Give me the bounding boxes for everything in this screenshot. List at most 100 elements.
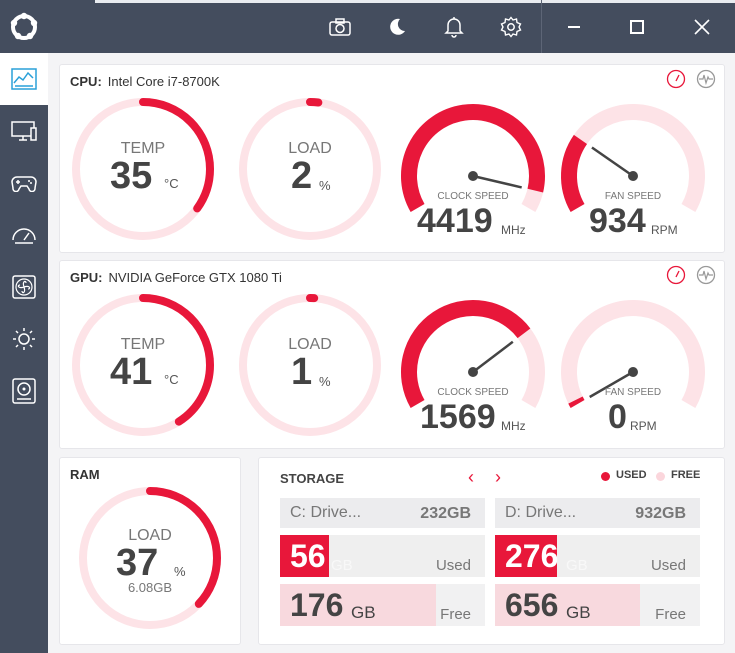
cpu-load-ring <box>239 98 381 240</box>
gpu-clock-label: CLOCK SPEED <box>437 387 509 398</box>
speedometer-icon[interactable] <box>666 69 686 89</box>
gpu-clock-gauge-fill <box>401 300 531 408</box>
cpu-load-label: LOAD <box>288 140 332 157</box>
sidebar-item-speed[interactable] <box>0 209 48 261</box>
moon-icon[interactable] <box>380 10 414 44</box>
drive-d-used-value: 276 <box>505 538 559 574</box>
cpu-title: CPU: Intel Core i7-8700K <box>70 74 220 89</box>
ram-load-ring <box>79 487 221 629</box>
cpu-fan-unit: RPM <box>651 223 678 237</box>
gpu-prefix: GPU: <box>70 270 103 285</box>
drive-c-used-bar: 56 GB Used <box>280 535 485 577</box>
cpu-load-ring-fill <box>239 98 381 240</box>
gpu-temp-unit: °C <box>164 372 179 387</box>
ram-load-ring-fill <box>79 487 221 629</box>
prev-arrow-icon[interactable]: ‹ <box>468 467 474 487</box>
ram-load-label: LOAD <box>128 527 172 544</box>
cpu-prefix: CPU: <box>70 74 102 89</box>
pulse-icon[interactable] <box>696 265 716 285</box>
drive-c-header[interactable]: C: Drive... 232GB <box>280 498 485 528</box>
gpu-fan-gauge-fill <box>568 396 585 408</box>
cpu-load-unit: % <box>319 178 331 193</box>
ram-title: RAM <box>70 467 106 482</box>
gpu-load-value: 1 <box>291 351 313 393</box>
gpu-load-ring <box>239 294 381 436</box>
cpu-fan-gauge-fill <box>561 134 588 212</box>
drive-c-free-value: 176 <box>290 587 344 623</box>
ram-card: RAM LOAD 37 % 6.08GB <box>59 457 241 645</box>
cpu-name: Intel Core i7-8700K <box>107 74 220 89</box>
storage-card: STORAGE ‹ › USED FREE C: Drive... 232GB … <box>258 457 725 645</box>
cpu-fan-gauge <box>561 104 705 212</box>
logo-icon[interactable] <box>0 0 48 53</box>
title-bar <box>0 0 735 53</box>
pulse-icon[interactable] <box>696 69 716 89</box>
ram-title-text: RAM <box>70 467 100 482</box>
cpu-clock-needle <box>472 174 522 189</box>
gpu-clock-value: 1569 <box>420 398 496 436</box>
gpu-load-unit: % <box>319 374 331 389</box>
cpu-card: CPU: Intel Core i7-8700K TEMP 35 °C LOAD … <box>59 64 725 253</box>
drive-c-used-unit: GB <box>331 557 353 574</box>
sidebar-item-monitor[interactable] <box>0 105 48 157</box>
cpu-clock-gauge <box>401 104 545 212</box>
gpu-temp-label: TEMP <box>120 336 166 353</box>
sidebar-item-gaming[interactable] <box>0 157 48 209</box>
cpu-fan-label: FAN SPEED <box>604 191 662 202</box>
gear-icon[interactable] <box>494 10 528 44</box>
sidebar-item-storage[interactable] <box>0 365 48 417</box>
cpu-clock-value: 4419 <box>417 202 493 240</box>
drive-c-size: 232GB <box>420 505 471 522</box>
drive-d-free-bar: 656 GB Free <box>495 584 700 626</box>
cpu-fan-value: 934 <box>589 202 646 240</box>
drive-d-used-fill <box>495 535 557 577</box>
gpu-clock-gauge <box>401 300 545 408</box>
gpu-card: GPU: NVIDIA GeForce GTX 1080 Ti TEMP 41 °… <box>59 260 725 449</box>
sidebar-item-fans[interactable] <box>0 261 48 313</box>
sidebar-item-brightness[interactable] <box>0 313 48 365</box>
sidebar <box>0 53 48 653</box>
cpu-temp-ring-fill <box>72 98 214 240</box>
gpu-fan-label: FAN SPEED <box>604 387 662 398</box>
next-arrow-icon[interactable]: › <box>495 467 501 487</box>
ram-load-value: 37 <box>116 542 159 584</box>
gpu-clock-needle <box>472 340 514 373</box>
cpu-temp-unit: °C <box>164 176 179 191</box>
free-legend-label: FREE <box>671 469 701 481</box>
camera-icon[interactable] <box>323 10 357 44</box>
drive-d-name: D: Drive... <box>505 504 577 521</box>
gpu-fan-needle <box>589 370 634 399</box>
drive-c-free-unit: GB <box>351 603 376 622</box>
title-bar-separator <box>541 0 542 53</box>
drive-d-header[interactable]: D: Drive... 932GB <box>495 498 700 528</box>
gpu-temp-value: 41 <box>110 351 153 393</box>
fan-icon <box>12 275 36 299</box>
drive-c-free-bar: 176 GB Free <box>280 584 485 626</box>
cpu-temp-label: TEMP <box>120 140 166 157</box>
used-legend-dot <box>601 472 610 481</box>
gpu-clock-unit: MHz <box>501 419 526 433</box>
maximize-icon[interactable] <box>620 10 654 44</box>
drive-d-used-word: Used <box>650 557 686 574</box>
disk-icon <box>12 378 36 404</box>
dashboard-icon <box>11 68 37 90</box>
cpu-clock-unit: MHz <box>501 223 526 237</box>
gpu-load-label: LOAD <box>288 336 332 353</box>
gamepad-icon <box>11 176 37 192</box>
drive-d-free-fill <box>495 584 640 626</box>
drive-d-used-unit: GB <box>566 557 588 574</box>
speedometer-icon[interactable] <box>666 265 686 285</box>
storage-title: STORAGE <box>280 471 345 486</box>
close-icon[interactable] <box>685 10 719 44</box>
drive-d-size: 932GB <box>635 505 686 522</box>
sidebar-item-dashboard[interactable] <box>0 53 48 105</box>
monitor-icon <box>11 121 37 141</box>
bell-icon[interactable] <box>437 10 471 44</box>
drive-c-name: C: Drive... <box>290 504 362 521</box>
cpu-load-value: 2 <box>291 155 313 197</box>
minimize-icon[interactable] <box>557 10 591 44</box>
drive-d-free-word: Free <box>655 606 686 623</box>
title-bar-highlight <box>95 0 735 3</box>
cpu-fan-needle <box>591 146 634 178</box>
drive-d-free-value: 656 <box>505 587 559 623</box>
